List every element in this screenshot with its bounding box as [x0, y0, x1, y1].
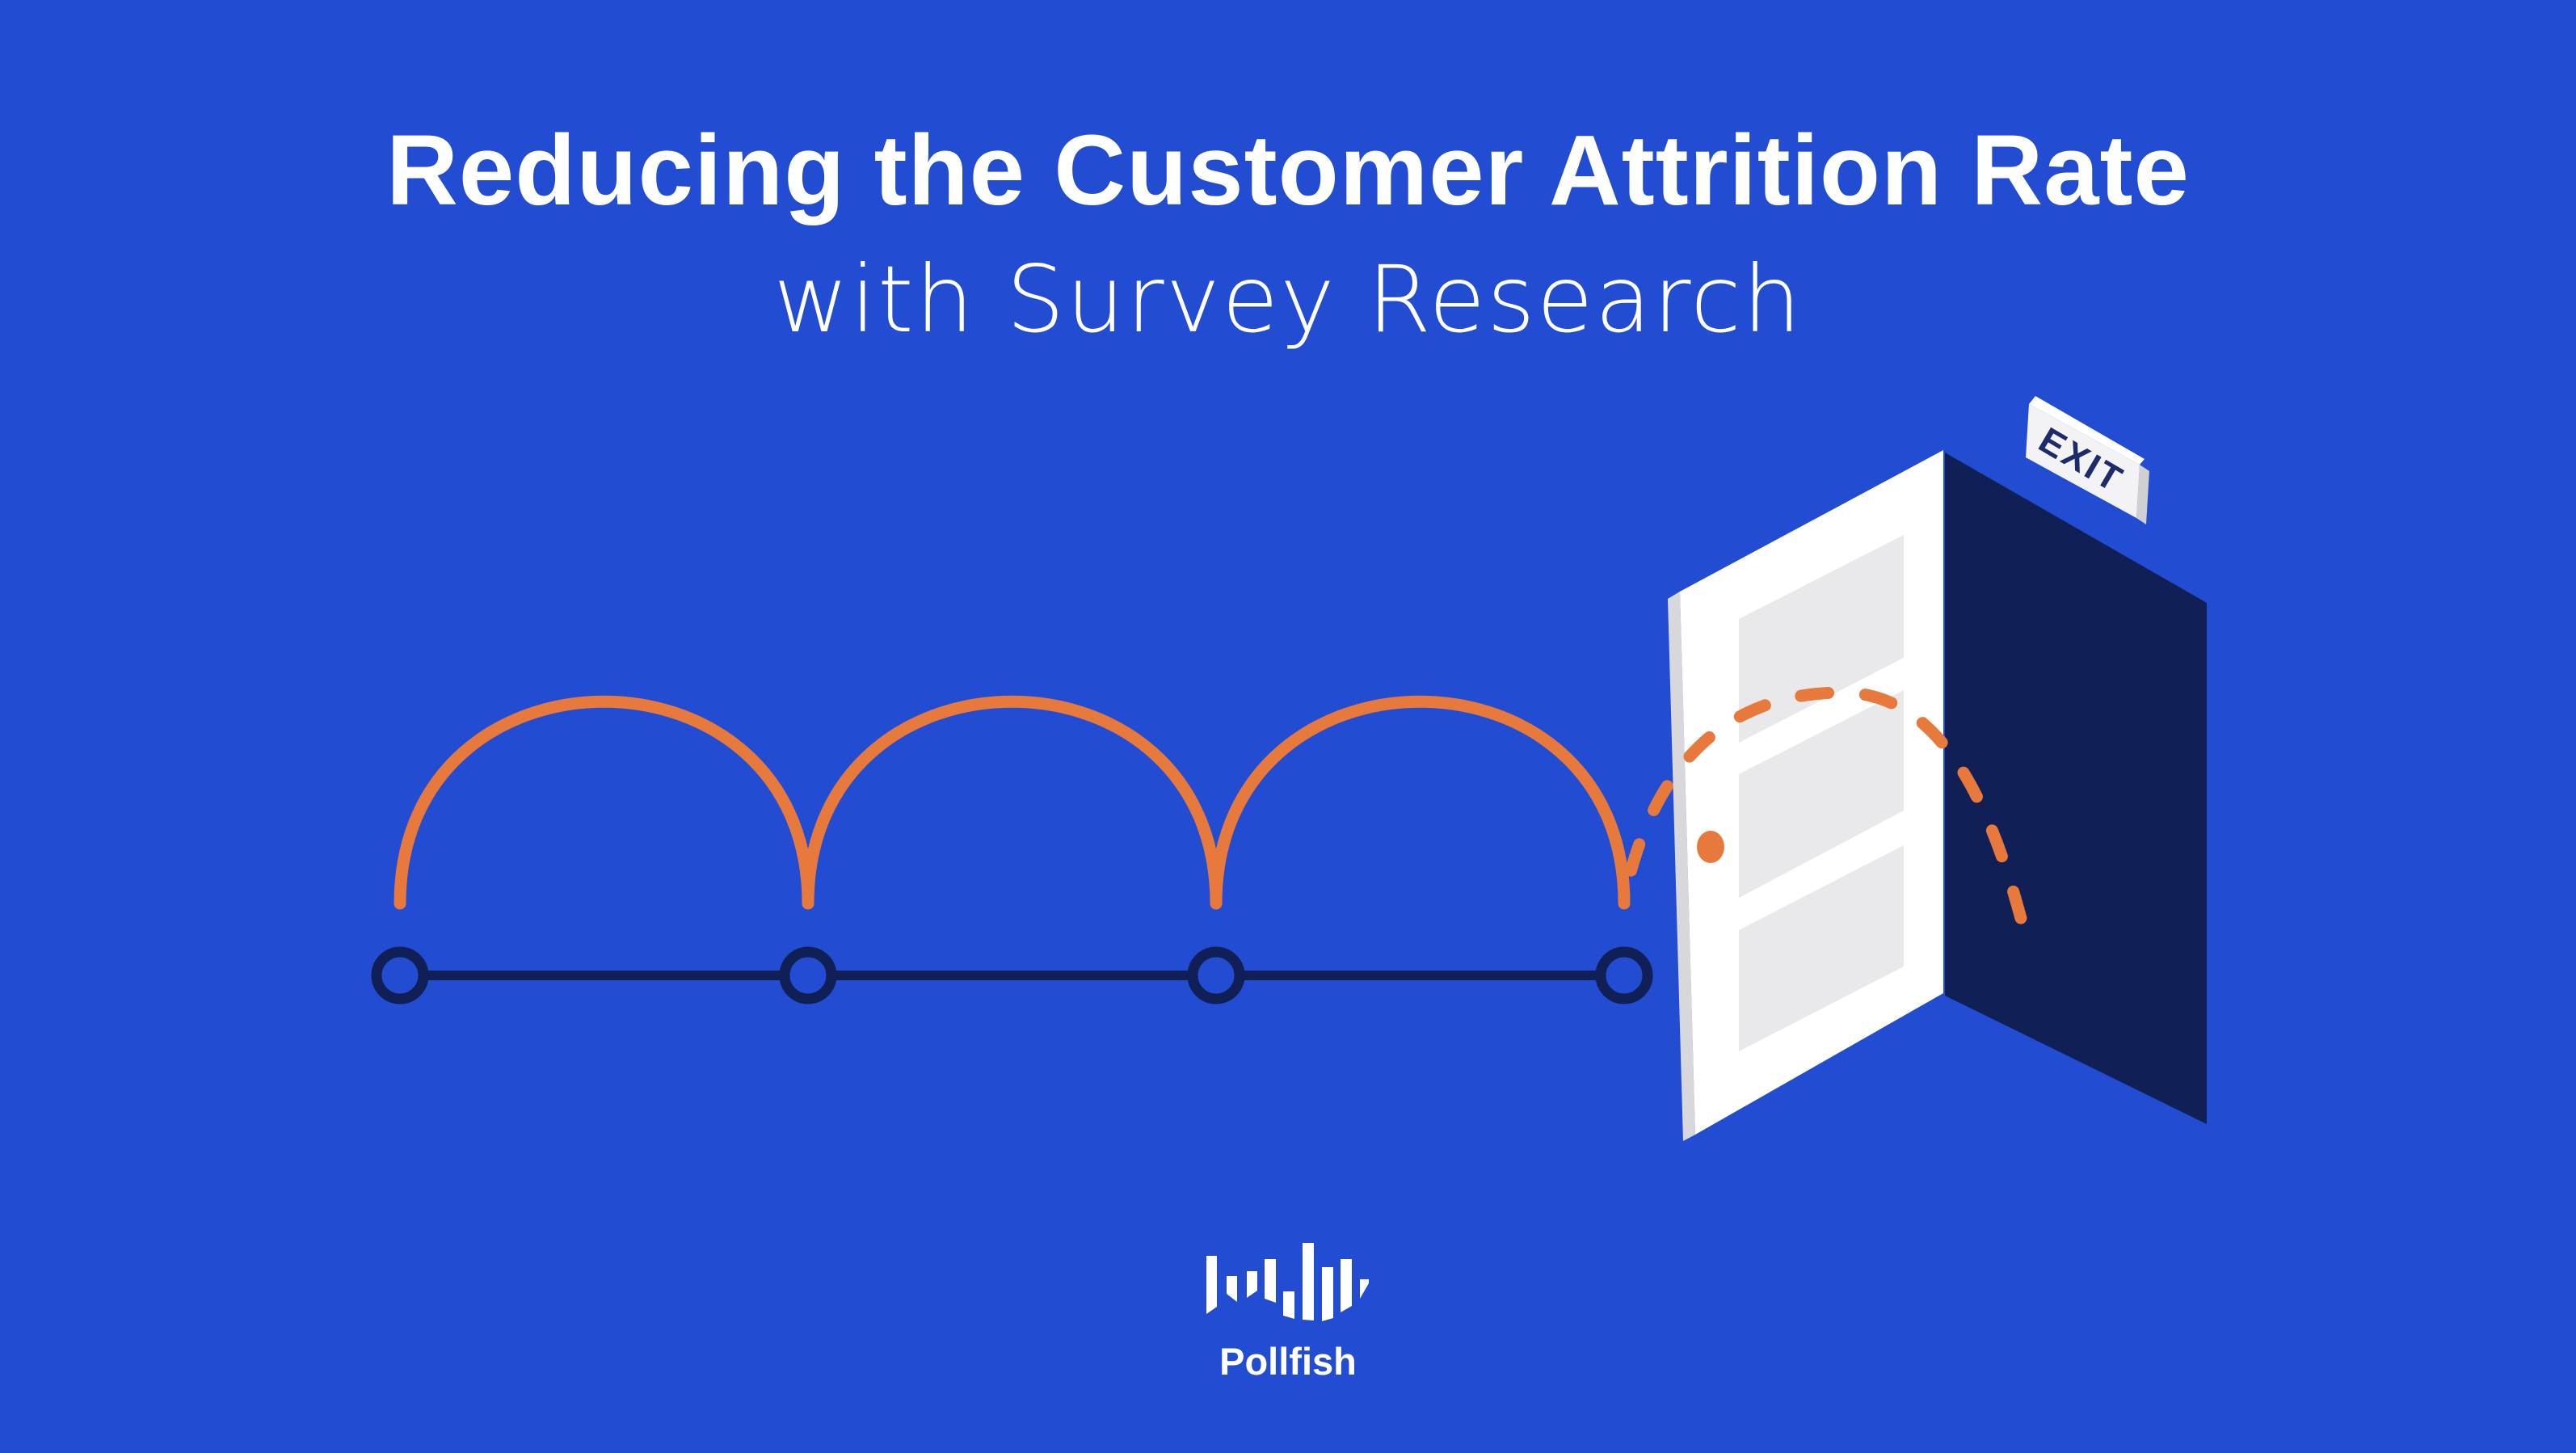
pollfish-bars-icon	[1206, 1243, 1369, 1321]
page-subtitle: with Survey Research	[773, 246, 1803, 353]
pollfish-wordmark: Pollfish	[1219, 1340, 1357, 1383]
bounce-arc-3	[1210, 695, 1631, 910]
door-edge	[1668, 592, 1695, 1141]
dark-wall	[1945, 453, 2207, 1124]
page-title: Reducing the Customer Attrition Rate	[386, 116, 2190, 226]
bounce-arc-2	[802, 695, 1223, 910]
timeline-node-1	[371, 946, 429, 1004]
dashed-exit-arc	[1616, 686, 2028, 928]
doorway	[1668, 450, 2207, 1141]
exit-sign-side-edge	[2136, 465, 2149, 524]
door-panel-middle	[1739, 690, 1904, 898]
door-panel-bottom	[1739, 845, 1904, 1051]
timeline-node-4	[1595, 946, 1653, 1004]
ball-icon	[1697, 831, 1724, 863]
pollfish-logo: Pollfish	[1206, 1243, 1369, 1383]
timeline-node-2	[779, 946, 837, 1004]
bounce-arcs	[394, 695, 1631, 910]
exit-sign-top-edge	[2029, 396, 2145, 465]
timeline-node-3	[1187, 946, 1245, 1004]
door-panel-top	[1739, 535, 1904, 743]
exit-sign: EXIT	[2026, 396, 2149, 524]
timeline	[371, 946, 1653, 1004]
exit-sign-face	[2026, 404, 2140, 518]
bounce-arc-1	[394, 695, 814, 910]
